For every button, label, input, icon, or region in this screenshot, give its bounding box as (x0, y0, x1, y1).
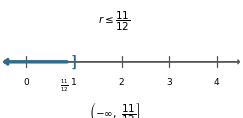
Text: $\frac{11}{12}$: $\frac{11}{12}$ (60, 78, 69, 94)
Text: ]: ] (70, 54, 76, 69)
Text: 2: 2 (119, 78, 124, 86)
Text: 0: 0 (23, 78, 29, 86)
Text: 1: 1 (71, 78, 77, 86)
Text: 3: 3 (166, 78, 172, 86)
Text: $r \leq \dfrac{11}{12}$: $r \leq \dfrac{11}{12}$ (98, 10, 130, 33)
Text: $\left(-\infty,\ \dfrac{11}{12}\right]$: $\left(-\infty,\ \dfrac{11}{12}\right]$ (89, 100, 140, 118)
Text: 4: 4 (214, 78, 220, 86)
